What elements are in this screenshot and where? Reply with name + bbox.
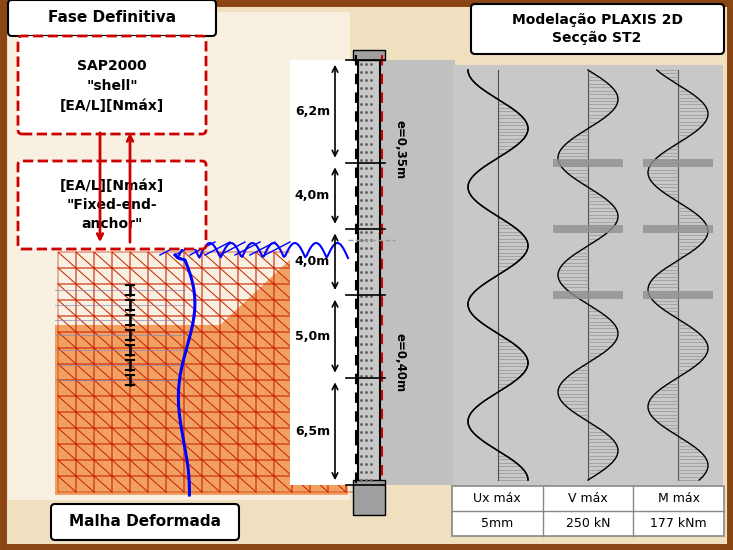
Bar	[452, 486, 724, 536]
FancyBboxPatch shape	[8, 0, 216, 36]
FancyBboxPatch shape	[51, 504, 239, 540]
Bar	[553, 225, 623, 233]
Text: Fase Definitiva: Fase Definitiva	[48, 10, 176, 25]
FancyBboxPatch shape	[471, 4, 724, 54]
FancyBboxPatch shape	[18, 36, 206, 134]
Bar	[553, 291, 623, 299]
Text: 5,0m: 5,0m	[295, 329, 330, 343]
Bar	[8, 12, 350, 500]
Bar	[380, 60, 455, 485]
Bar	[643, 158, 713, 167]
Text: 4,0m: 4,0m	[295, 255, 330, 268]
Bar	[358, 60, 380, 485]
FancyBboxPatch shape	[18, 161, 206, 249]
Text: V máx: V máx	[568, 492, 608, 505]
Text: e=0,35m: e=0,35m	[394, 120, 407, 179]
Text: M máx: M máx	[658, 492, 700, 505]
Polygon shape	[168, 255, 348, 495]
FancyBboxPatch shape	[3, 3, 730, 547]
Text: 4,0m: 4,0m	[295, 189, 330, 202]
Text: 6,5m: 6,5m	[295, 425, 330, 438]
Text: SAP2000
"shell"
[EA/L][Nmáx]: SAP2000 "shell" [EA/L][Nmáx]	[60, 59, 164, 113]
Bar	[643, 225, 713, 233]
Text: Malha Deformada: Malha Deformada	[69, 514, 221, 530]
Text: 5mm: 5mm	[481, 517, 513, 530]
Polygon shape	[55, 325, 168, 495]
Bar	[453, 65, 723, 485]
Text: Ux máx: Ux máx	[474, 492, 521, 505]
Bar	[643, 291, 713, 299]
Text: [EA/L][Nmáx]
"Fixed-end-
anchor": [EA/L][Nmáx] "Fixed-end- anchor"	[60, 179, 164, 232]
Bar	[353, 480, 385, 515]
Text: Modelação PLAXIS 2D
Secção ST2: Modelação PLAXIS 2D Secção ST2	[512, 13, 682, 45]
Text: 250 kN: 250 kN	[566, 517, 611, 530]
Bar	[290, 60, 358, 485]
Text: 177 kNm: 177 kNm	[650, 517, 707, 530]
Bar	[553, 158, 623, 167]
Text: e=0,40m: e=0,40m	[394, 333, 407, 392]
Bar	[353, 50, 385, 60]
Text: 6,2m: 6,2m	[295, 104, 330, 118]
